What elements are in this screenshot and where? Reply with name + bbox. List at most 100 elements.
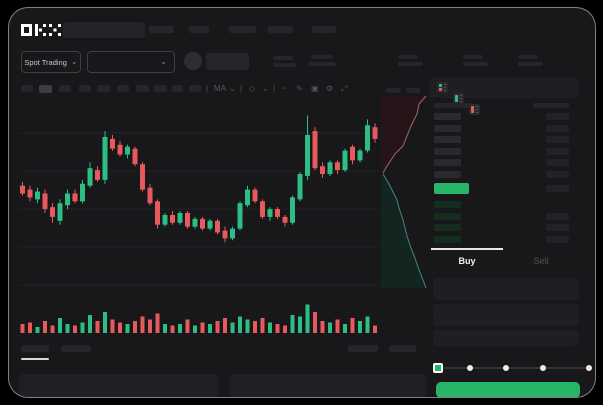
indicators-button[interactable]: MA [214, 84, 226, 93]
timeframe-button[interactable] [21, 85, 33, 92]
orderbook-layout-asks-icon[interactable] [469, 104, 480, 115]
toolbar-divider: | [206, 84, 209, 93]
market-type-label: Spot Trading [24, 57, 67, 67]
timeframe-button[interactable] [59, 85, 71, 92]
stat-label-placeholder [518, 55, 538, 59]
screenshot-icon[interactable]: ▣ [311, 84, 319, 93]
bottom-option-placeholder[interactable] [348, 345, 378, 352]
bottom-tab-active[interactable] [21, 345, 49, 352]
toolbar-divider: | [240, 84, 243, 93]
orderbook-price-placeholder[interactable] [434, 224, 461, 231]
depth-tab-placeholder[interactable] [386, 88, 401, 93]
orderbook-amount-placeholder [546, 224, 569, 231]
okx-logo [21, 24, 61, 36]
orderbook-header-amount [533, 103, 569, 108]
timeframe-button[interactable] [172, 85, 183, 92]
depth-tab-placeholder[interactable] [406, 88, 420, 93]
amount-slider-track[interactable] [438, 367, 589, 369]
timeframe-button[interactable] [97, 85, 110, 92]
orderbook-price-placeholder[interactable] [434, 235, 461, 243]
stat-label-placeholder [311, 55, 333, 59]
timeframe-button[interactable] [79, 85, 91, 92]
stat-value-placeholder [463, 62, 488, 66]
bottom-tab-underline [21, 358, 49, 360]
timeframe-button[interactable] [136, 85, 149, 92]
active-tab-indicator [431, 248, 503, 250]
nav-item[interactable] [268, 26, 293, 33]
bottom-option-placeholder[interactable] [389, 345, 416, 352]
timeframe-button-active[interactable] [39, 85, 52, 93]
orderbook-amount-placeholder [546, 124, 569, 132]
line-style-icon[interactable]: ~ [282, 84, 287, 93]
orderbook-price-placeholder[interactable] [434, 201, 461, 208]
nav-item[interactable] [189, 26, 209, 33]
slider-step-dot[interactable] [540, 365, 546, 371]
compare-icon[interactable]: ◇ [249, 84, 256, 93]
bottom-panel-left [19, 374, 219, 397]
fullscreen-icon[interactable]: ⤢ [341, 84, 348, 93]
orderbook-header-price [434, 103, 471, 108]
slider-step-dot[interactable] [467, 365, 473, 371]
orderbook-amount-placeholder [546, 212, 569, 220]
orderbook-price-placeholder[interactable] [434, 170, 461, 178]
orderbook-amount-placeholder [546, 170, 569, 178]
orderbook-toolbar [429, 78, 579, 98]
orderbook-price-placeholder[interactable] [434, 113, 461, 120]
last-price-amount-placeholder [546, 185, 569, 192]
stat-label-placeholder [463, 55, 483, 59]
coin-avatar [184, 52, 202, 70]
orderbook-price-placeholder[interactable] [434, 124, 461, 132]
orderbook-amount-placeholder [546, 113, 569, 120]
bottom-tab[interactable] [61, 345, 91, 352]
stat-label-placeholder [398, 55, 418, 59]
draw-icon[interactable]: ✎ [296, 84, 303, 93]
orderbook-amount-placeholder [546, 235, 569, 243]
pair-name-placeholder[interactable] [206, 53, 249, 70]
stat-value-placeholder [308, 62, 336, 66]
orderbook-amount-placeholder [546, 147, 569, 155]
orderbook-price-placeholder[interactable] [434, 136, 461, 143]
nav-item[interactable] [149, 26, 174, 33]
amount-slider-handle[interactable] [433, 363, 443, 373]
tab-sell[interactable]: Sell [533, 256, 549, 266]
market-type-selector[interactable]: Spot Trading ⌄ [21, 51, 81, 73]
settings-gear-icon[interactable]: ⚙ [326, 84, 334, 93]
slider-step-dot[interactable] [586, 365, 592, 371]
stat-value-placeholder [398, 62, 423, 66]
volume-chart[interactable] [19, 301, 379, 333]
chevron-down-icon[interactable]: ⌄ [262, 84, 269, 93]
chevron-down-icon: ⌄ [70, 57, 78, 66]
timeframe-button[interactable] [117, 85, 129, 92]
search-input[interactable] [63, 22, 145, 38]
bottom-panel-right [229, 374, 427, 397]
slider-step-dot[interactable] [503, 365, 509, 371]
orderbook-price-placeholder[interactable] [434, 212, 461, 220]
orderbook-price-placeholder[interactable] [434, 159, 461, 166]
app-window: Spot Trading ⌄ ⌄ | MA ⌄ | ◇ ⌄ [8, 7, 596, 398]
timeframe-button[interactable] [189, 85, 201, 92]
pair-dropdown[interactable]: ⌄ [87, 51, 175, 73]
nav-item[interactable] [229, 26, 256, 33]
candlestick-chart[interactable] [19, 96, 379, 291]
last-price-highlight[interactable] [434, 183, 469, 194]
tab-buy[interactable]: Buy [458, 256, 476, 266]
nav-item[interactable] [312, 26, 336, 33]
orderbook-amount-placeholder [546, 136, 569, 143]
total-input[interactable] [433, 330, 579, 346]
stat-value-placeholder [518, 62, 543, 66]
amount-input[interactable] [433, 304, 579, 326]
toolbar-divider: | [273, 84, 276, 93]
chevron-down-icon[interactable]: ⌄ [229, 84, 236, 93]
buy-submit-button[interactable] [436, 382, 580, 397]
last-price-sub-placeholder [273, 63, 296, 67]
chevron-down-icon: ⌄ [160, 57, 167, 66]
depth-chart[interactable] [381, 96, 431, 291]
price-input[interactable] [433, 278, 579, 300]
orderbook-layout-combined-icon[interactable] [437, 82, 448, 93]
orderbook-layout-bids-icon[interactable] [453, 93, 464, 104]
orderbook-price-placeholder[interactable] [434, 147, 461, 155]
orderbook-amount-placeholder [546, 159, 569, 166]
trade-side-tabs: Buy Sell [431, 248, 579, 274]
timeframe-button[interactable] [154, 85, 167, 92]
